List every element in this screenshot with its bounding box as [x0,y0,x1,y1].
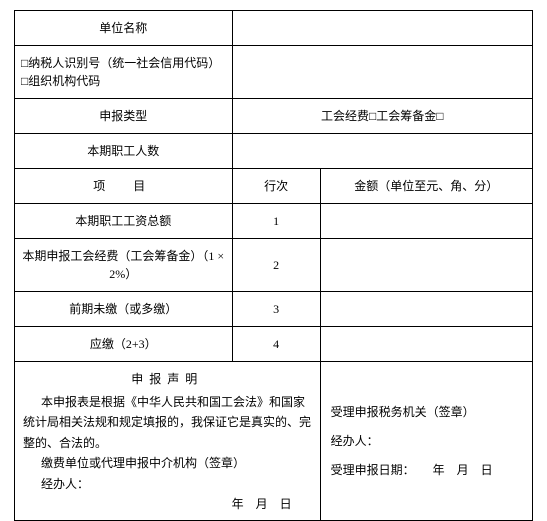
declaration-p2: 缴费单位或代理申报中介机构（签章） [23,453,312,473]
col-item: 项 目 [15,169,233,204]
receiver-block: 受理申报税务机关（签章） 经办人： 受理申报日期： 年 月 日 [320,362,532,521]
row3-amount[interactable] [320,292,532,327]
declare-type-value: 工会经费□工会筹备金□ [232,99,532,134]
row2-amount[interactable] [320,239,532,292]
row4-amount[interactable] [320,327,532,362]
taxpayer-id-label: □纳税人识别号（统一社会信用代码）□组织机构代码 [15,46,233,99]
row3-no: 3 [232,292,320,327]
declaration-block: 申报声明 本申报表是根据《中华人民共和国工会法》和国家统计局相关法规和规定填报的… [15,362,321,521]
col-amount: 金额（单位至元、角、分） [320,169,532,204]
row4-item: 应缴（2+3） [15,327,233,362]
row1-no: 1 [232,204,320,239]
declare-type-label: 申报类型 [15,99,233,134]
row1-item: 本期职工工资总额 [15,204,233,239]
receiver-handler: 经办人： [331,427,522,456]
row2-no: 2 [232,239,320,292]
declaration-date: 年 月 日 [23,494,312,514]
row3-item: 前期未缴（或多缴） [15,292,233,327]
row1-amount[interactable] [320,204,532,239]
unit-name-label: 单位名称 [15,11,233,46]
unit-name-value[interactable] [232,11,532,46]
col-rowno: 行次 [232,169,320,204]
row2-item: 本期申报工会经费（工会筹备金）（1 × 2%） [15,239,233,292]
declaration-handler: 经办人： [23,474,312,494]
declaration-title: 申报声明 [23,370,312,388]
staff-count-label: 本期职工人数 [15,134,233,169]
declaration-p1: 本申报表是根据《中华人民共和国工会法》和国家统计局相关法规和规定填报的，我保证它… [23,392,312,453]
row4-no: 4 [232,327,320,362]
receiver-org: 受理申报税务机关（签章） [331,398,522,427]
taxpayer-id-value[interactable] [232,46,532,99]
receiver-date: 受理申报日期： 年 月 日 [331,456,522,485]
staff-count-value[interactable] [232,134,532,169]
